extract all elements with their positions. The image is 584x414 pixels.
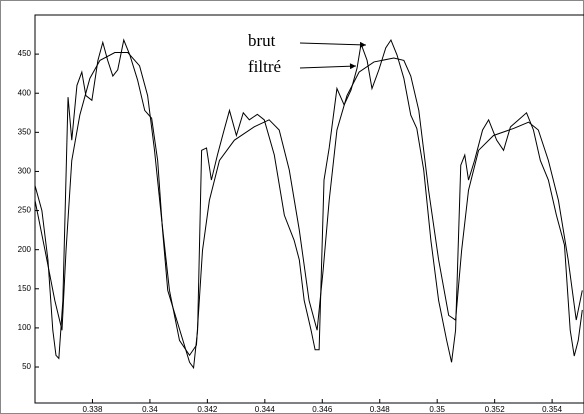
x-tick-label: 0.354 (542, 405, 563, 414)
x-tick-label: 0.35 (429, 405, 445, 414)
y-tick-label: 150 (18, 284, 32, 293)
plot-area (34, 14, 584, 404)
x-tick-label: 0.344 (255, 405, 276, 414)
y-tick-label: 300 (18, 167, 32, 176)
annotation: filtré (248, 57, 281, 76)
y-tick-label: 50 (22, 362, 31, 371)
y-tick-label: 350 (18, 127, 32, 136)
y-tick-label: 100 (18, 323, 32, 332)
x-tick-label: 0.346 (312, 405, 333, 414)
arrow (299, 41, 367, 48)
y-tick-label: 250 (18, 206, 32, 215)
y-tick-label: 400 (18, 88, 32, 97)
x-tick-label: 0.34 (142, 405, 158, 414)
y-tick-label: 450 (18, 49, 32, 58)
x-tick-label: 0.352 (485, 405, 506, 414)
annotation: brut (248, 31, 276, 50)
x-tick-label: 0.342 (197, 405, 218, 414)
line-series (35, 38, 583, 370)
line-series (35, 52, 583, 357)
x-tick-label: 0.348 (370, 405, 391, 414)
y-tick-label: 200 (18, 245, 32, 254)
x-tick-label: 0.338 (82, 405, 103, 414)
arrow (299, 63, 357, 70)
